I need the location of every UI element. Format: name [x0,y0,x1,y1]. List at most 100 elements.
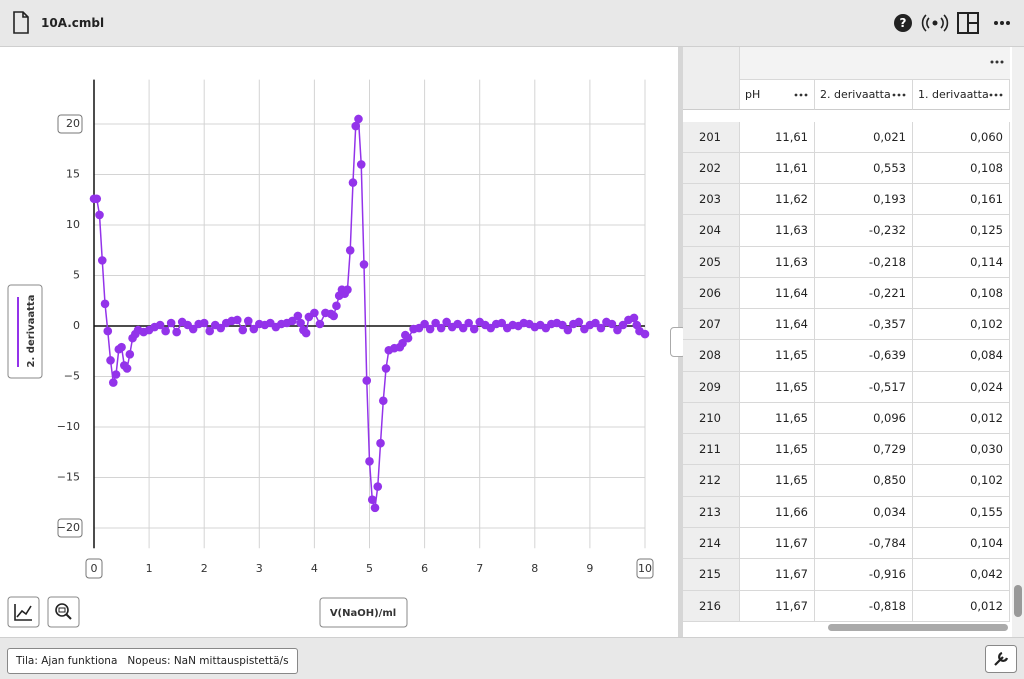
row-index: 201 [683,121,740,153]
x-tick-label: 6 [421,562,428,575]
y-tick-label: 5 [73,269,80,282]
toolbar-icons[interactable]: ? [892,12,1017,36]
table-cell: 0,108 [913,277,1010,310]
table-cell: -0,916 [815,559,913,591]
data-point [431,318,440,328]
data-point [172,327,181,337]
x-axis-label[interactable]: V(NaOH)/ml [319,597,408,628]
data-point [442,317,451,327]
data-point [108,378,118,387]
x-tick-label: 10 [638,562,652,575]
row-index: 208 [683,340,740,372]
table-cell: 11,65 [740,434,815,466]
data-point [367,495,377,505]
y-tick-label: −10 [57,420,80,433]
table-cell: 0,096 [815,402,913,435]
row-index: 213 [683,496,740,529]
table-cell: -0,232 [815,215,913,247]
data-point [356,160,366,169]
data-point [296,318,305,328]
menu-dots[interactable] [990,59,1006,65]
x-tick-label: 4 [311,562,318,575]
table-cell: 0,042 [913,559,1010,591]
row-index: 209 [683,371,740,403]
status-rate: Nopeus: NaN mittauspistettä/s [127,655,289,667]
x-tick-label: 9 [586,562,593,575]
data-point [348,178,358,187]
table-cell: 0,850 [815,465,913,497]
table-cell: 0,012 [913,590,1010,622]
table-cell: 0,084 [913,340,1010,372]
data-point [332,301,341,311]
column-header[interactable]: 2. derivaatta [815,80,913,110]
v-scroll-thumb[interactable] [1014,585,1022,617]
data-point [343,285,352,294]
graph-tools[interactable] [7,596,80,628]
table-cell: 0,021 [815,121,913,153]
row-index: 211 [683,434,740,466]
table-cell: -0,784 [815,528,913,560]
row-index: 206 [683,277,740,310]
top-bar: 10A.cmbl ? [0,0,1024,47]
data-point [188,324,198,334]
table-cell: -0,357 [815,309,913,341]
x-tick-label: 5 [366,562,373,575]
table-cell: 11,64 [740,309,815,341]
y-tick-label: −20 [57,521,80,534]
row-index: 210 [683,402,740,435]
table-cell: 11,67 [740,590,815,622]
table-cell: 0,155 [913,496,1010,529]
v-scrollbar[interactable] [1012,47,1024,637]
row-index: 215 [683,559,740,591]
x-tick-label: 3 [256,562,263,575]
y-axis-label[interactable]: 2. derivaatta [7,284,43,379]
tick-box [85,558,103,579]
h-scroll-thumb[interactable] [828,624,1008,631]
data-point [591,318,600,328]
data-point [378,396,388,406]
status-box[interactable]: Tila: Ajan funktiona Nopeus: NaN mittaus… [7,648,298,674]
table-cell: -0,639 [815,340,913,372]
table-cell: 0,024 [913,371,1010,403]
data-point [618,320,628,330]
data-table: 201 11,61 0,021 0,060 202 11,61 0,553 0,108 203 1… [683,47,1024,637]
data-point [161,326,170,336]
table-cell: -0,218 [815,246,913,278]
data-point [288,316,297,326]
table-cell: 11,66 [740,496,815,529]
table-cell: 0,102 [913,465,1010,497]
data-point [613,325,622,335]
table-cell: 0,193 [815,184,913,216]
data-point [640,329,650,339]
y-tick-label: 20 [66,117,80,130]
row-index: 214 [683,528,740,560]
row-index: 202 [683,152,740,185]
data-point [97,256,107,265]
data-point [301,328,311,338]
table-cell: 0,108 [913,152,1010,185]
table-cell: -0,517 [815,371,913,403]
data-point [458,323,468,333]
column-header[interactable]: pH [740,80,815,110]
column-header[interactable]: 1. derivaatta [913,80,1010,110]
data-point [436,323,446,333]
file-icon [13,11,29,34]
settings-button[interactable] [985,645,1017,673]
data-point [398,338,407,348]
data-point [558,320,567,330]
table-corner [683,47,740,110]
tick-box [636,558,654,579]
file-name[interactable]: 10A.cmbl [41,16,105,30]
dataset-header [740,47,1010,80]
data-point [315,319,325,329]
table-cell: 0,553 [815,152,913,185]
table-cell: 11,67 [740,559,815,591]
row-index: 204 [683,215,740,247]
data-point [373,482,383,491]
table-cell: 11,62 [740,184,815,216]
table-cell: 0,012 [913,402,1010,435]
data-point [166,318,176,328]
table-cell: 11,65 [740,340,815,372]
column-headers: pH 2. derivaatta 1. derivaatta [683,80,1010,110]
data-point [351,121,361,131]
